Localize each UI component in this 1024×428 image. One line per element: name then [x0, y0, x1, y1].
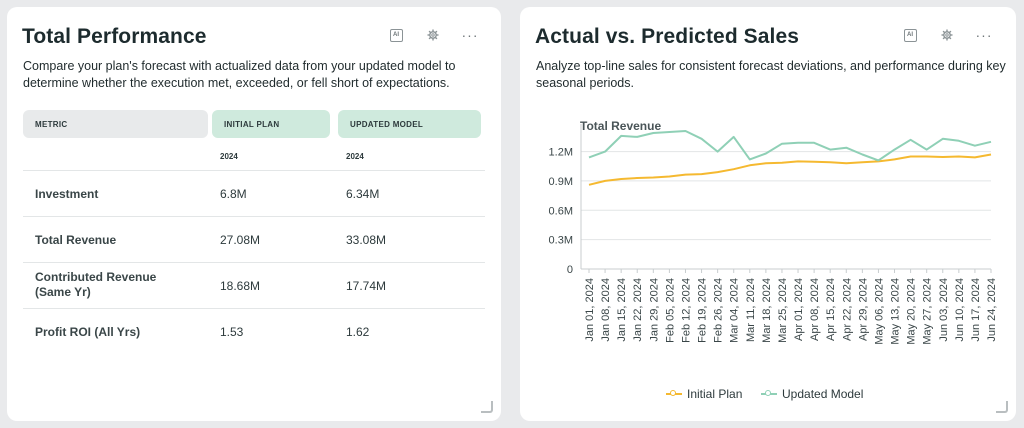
table-row: Contributed Revenue (Same Yr) 18.68M 17.…: [23, 262, 485, 309]
x-tick-label: Apr 08, 2024: [809, 278, 821, 341]
more-options-button[interactable]: ···: [460, 27, 480, 43]
resize-handle[interactable]: [481, 401, 493, 413]
table-row: Profit ROI (All Yrs) 1.53 1.62: [23, 308, 485, 355]
x-tick-label: Apr 01, 2024: [793, 278, 805, 341]
table-row: Investment 6.8M 6.34M: [23, 170, 485, 217]
model-value: 6.34M: [346, 187, 380, 201]
table-row: Total Revenue 27.08M 33.08M: [23, 216, 485, 263]
metric-label: Contributed Revenue (Same Yr): [35, 270, 157, 299]
column-header-initial-plan[interactable]: INITIAL PLAN: [212, 110, 330, 138]
x-tick-label: Feb 26, 2024: [713, 278, 725, 343]
ai-icon: AI: [903, 28, 917, 42]
model-value: 17.74M: [346, 279, 387, 293]
metric-label: Investment: [35, 187, 99, 201]
x-tick-label: Mar 18, 2024: [761, 278, 773, 343]
x-tick-label: Feb 12, 2024: [680, 278, 692, 343]
metric-label: Profit ROI (All Yrs): [35, 325, 141, 339]
legend-item-initial-plan[interactable]: Initial Plan: [666, 387, 742, 401]
x-tick-label: May 06, 2024: [873, 278, 885, 345]
column-header-metric[interactable]: METRIC: [23, 110, 208, 138]
settings-button[interactable]: [937, 27, 957, 43]
card-title: Actual vs. Predicted Sales: [535, 25, 800, 48]
x-tick-label: May 20, 2024: [906, 278, 918, 345]
total-performance-card: Total Performance AI ··· Compare your pl…: [7, 7, 501, 421]
x-tick-label: Mar 11, 2024: [745, 278, 757, 342]
year-label-model: 2024: [346, 152, 364, 161]
card-description: Compare your plan's forecast with actual…: [23, 59, 456, 90]
card-title: Total Performance: [22, 25, 207, 48]
card-toolbar: AI ···: [883, 27, 994, 43]
more-options-button[interactable]: ···: [974, 27, 994, 43]
y-tick-label: 0: [567, 264, 573, 276]
card-toolbar: AI ···: [369, 27, 480, 43]
x-tick-label: Apr 29, 2024: [857, 278, 869, 341]
ai-icon: AI: [389, 28, 403, 42]
plan-value: 27.08M: [220, 233, 261, 247]
legend-label: Updated Model: [782, 387, 864, 401]
column-header-updated-model[interactable]: UPDATED MODEL: [338, 110, 481, 138]
x-tick-label: Jun 24, 2024: [986, 278, 998, 342]
x-tick-label: May 13, 2024: [890, 278, 902, 345]
plan-value: 18.68M: [220, 279, 261, 293]
resize-handle[interactable]: [996, 401, 1008, 413]
plan-value: 6.8M: [220, 187, 247, 201]
legend-label: Initial Plan: [687, 387, 743, 401]
series-line-updated-model: [588, 130, 992, 162]
x-tick-label: Apr 22, 2024: [841, 278, 853, 341]
legend-marker-icon: [761, 389, 777, 399]
y-tick-label: 0.6M: [549, 205, 573, 217]
y-tick-label: 0.3M: [549, 235, 573, 247]
x-tick-label: Mar 25, 2024: [777, 278, 789, 343]
x-tick-label: Feb 05, 2024: [664, 278, 676, 343]
x-tick-label: Jun 03, 2024: [938, 278, 950, 342]
x-tick-label: Jan 15, 2024: [616, 278, 628, 342]
model-value: 1.62: [346, 325, 370, 339]
more-icon: ···: [975, 27, 993, 43]
plan-value: 1.53: [220, 325, 244, 339]
gear-icon: [427, 29, 439, 41]
ai-button[interactable]: AI: [386, 27, 406, 43]
x-tick-label: Feb 19, 2024: [697, 278, 709, 343]
x-tick-label: Jan 08, 2024: [600, 278, 612, 342]
chart-title: Total Revenue: [580, 119, 661, 133]
y-tick-label: 1.2M: [549, 147, 573, 159]
y-tick-label: 0.9M: [549, 176, 573, 188]
x-tick-label: Jan 01, 2024: [584, 278, 596, 342]
series-line-initial-plan: [588, 153, 992, 186]
legend-item-updated-model[interactable]: Updated Model: [761, 387, 863, 401]
revenue-line-chart: 0 0.3M 0.6M 0.9M 1.2M Total Revenue Jan 01, 20…: [549, 119, 998, 345]
x-tick-label: Apr 15, 2024: [825, 278, 837, 341]
x-tick-label: Jun 17, 2024: [970, 278, 982, 342]
ai-button[interactable]: AI: [900, 27, 920, 43]
more-icon: ···: [461, 27, 479, 43]
settings-button[interactable]: [423, 27, 443, 43]
x-tick-label: Jan 22, 2024: [632, 278, 644, 342]
x-tick-label: May 27, 2024: [922, 278, 934, 345]
year-label-plan: 2024: [220, 152, 238, 161]
x-tick-label: Jan 29, 2024: [648, 278, 660, 342]
metric-label: Total Revenue: [35, 233, 117, 247]
x-tick-label: Jun 10, 2024: [954, 278, 966, 342]
legend-marker-icon: [666, 389, 682, 399]
x-tick-label: Mar 04, 2024: [729, 278, 741, 343]
card-description: Analyze top-line sales for consistent fo…: [536, 59, 1006, 90]
model-value: 33.08M: [346, 233, 387, 247]
actual-vs-predicted-card: Actual vs. Predicted Sales AI ··· Analyz…: [520, 7, 1016, 421]
gear-icon: [941, 29, 953, 41]
